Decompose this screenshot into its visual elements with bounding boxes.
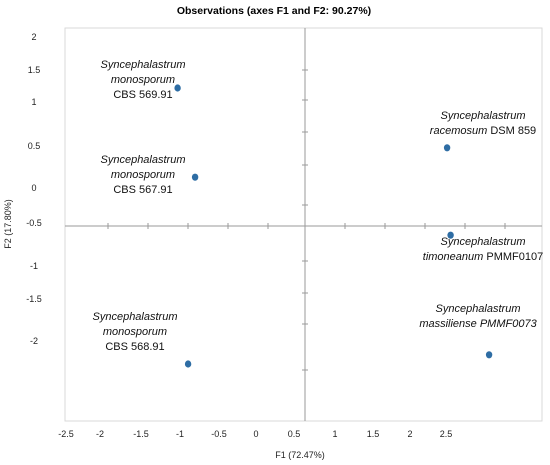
x-tick-label: 1.5 <box>367 429 380 439</box>
y-axis-label: F2 (17.80%) <box>3 199 13 249</box>
point-label-line: Syncephalastrum <box>101 59 186 71</box>
y-tick-label: 0 <box>31 183 36 193</box>
data-point <box>443 144 451 152</box>
point-label-line: timoneanum PMMF0107 <box>423 251 543 263</box>
point-labels: Syncephalastrum monosporum CBS 569.91 Synce… <box>93 59 544 353</box>
point-label-line: Syncephalastrum <box>101 154 186 166</box>
point-label-italic: Syncephalastrum <box>101 59 186 71</box>
x-tick-label: 1 <box>332 429 337 439</box>
x-tick-label: 0 <box>253 429 258 439</box>
point-label-italic: monosporum <box>103 326 167 338</box>
x-axis-label: F1 (72.47%) <box>275 450 325 460</box>
data-point <box>191 173 199 181</box>
x-tick-label: 2 <box>407 429 412 439</box>
point-label-normal: CBS 568.91 <box>105 341 164 353</box>
y-axis-ticks <box>302 69 308 371</box>
x-tick-label: -2.5 <box>58 429 74 439</box>
point-label-italic: racemosum <box>430 125 487 137</box>
point-label-normal: DSM 859 <box>487 125 536 137</box>
point-label-italic: massiliense PMMF0073 <box>419 318 537 330</box>
point-label-italic: timoneanum <box>423 251 484 263</box>
point-label-line: Syncephalastrum <box>93 311 178 323</box>
point-label-line: Syncephalastrum <box>441 110 526 122</box>
point-label-line: monosporum <box>103 326 167 338</box>
point-label-line: CBS 568.91 <box>105 341 164 353</box>
plot-frame <box>64 27 543 422</box>
point-label-italic: Syncephalastrum <box>101 154 186 166</box>
point-label-normal: CBS 569.91 <box>113 89 172 101</box>
point-label-line: CBS 567.91 <box>113 184 172 196</box>
point-label-normal: CBS 567.91 <box>113 184 172 196</box>
point-label-line: CBS 569.91 <box>113 89 172 101</box>
y-tick-label: 0.5 <box>28 141 41 151</box>
y-tick-label: -1.5 <box>26 294 42 304</box>
tick-labels: 2 1.5 1 0.5 0 -0.5 -1 -1.5 -2 -2.5 -2 -1.5 -1 -0.5 0 0.… <box>26 32 452 439</box>
data-point <box>184 360 192 368</box>
point-label-line: monosporum <box>111 169 175 181</box>
point-label-line: massiliense PMMF0073 <box>419 318 537 330</box>
point-label-line: racemosum DSM 859 <box>430 125 536 137</box>
x-tick-label: -0.5 <box>211 429 227 439</box>
y-tick-label: 1 <box>31 97 36 107</box>
x-axis-ticks <box>107 223 506 229</box>
x-tick-label: 0.5 <box>288 429 301 439</box>
data-point <box>485 351 493 359</box>
point-label-line: Syncephalastrum <box>436 303 521 315</box>
y-tick-label: -0.5 <box>26 218 42 228</box>
point-label-italic: Syncephalastrum <box>441 236 526 248</box>
point-label-italic: Syncephalastrum <box>441 110 526 122</box>
data-point <box>174 84 181 92</box>
point-label-italic: monosporum <box>111 74 175 86</box>
x-tick-label: -2 <box>96 429 104 439</box>
x-tick-label: -1 <box>176 429 184 439</box>
data-points <box>174 84 493 368</box>
y-tick-label: -2 <box>30 336 38 346</box>
y-tick-label: 2 <box>31 32 36 42</box>
point-label-italic: monosporum <box>111 169 175 181</box>
chart-title: Observations (axes F1 and F2: 90.27%) <box>177 5 371 17</box>
point-label-normal: PMMF0107 <box>483 251 543 263</box>
point-label-italic: Syncephalastrum <box>436 303 521 315</box>
x-tick-label: 2.5 <box>440 429 453 439</box>
y-tick-label: 1.5 <box>28 65 41 75</box>
y-tick-label: -1 <box>30 261 38 271</box>
point-label-line: monosporum <box>111 74 175 86</box>
x-tick-label: -1.5 <box>133 429 149 439</box>
point-label-italic: Syncephalastrum <box>93 311 178 323</box>
data-point <box>447 231 454 239</box>
point-label-line: Syncephalastrum <box>441 236 526 248</box>
